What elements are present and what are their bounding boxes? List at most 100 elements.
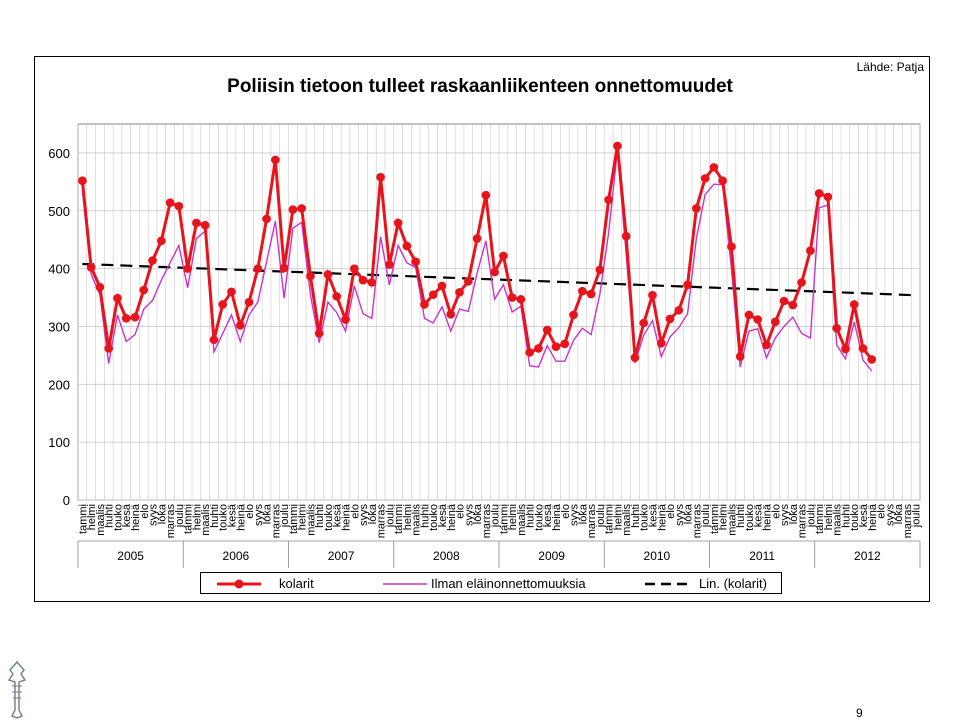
legend-swatch-kolarit xyxy=(217,579,261,589)
data-point-kolarit xyxy=(700,174,710,183)
data-point-kolarit xyxy=(464,277,473,286)
data-point-kolarit xyxy=(104,344,113,353)
x-tick-label-month: loka xyxy=(788,503,800,524)
x-tick-label-month: helmi xyxy=(507,504,519,530)
data-point-kolarit xyxy=(718,176,727,185)
data-point-kolarit xyxy=(78,176,87,185)
x-tick-label-month: elo xyxy=(770,504,782,519)
data-point-kolarit xyxy=(692,204,701,213)
data-point-kolarit xyxy=(95,282,105,292)
x-tick-label-month: joulu xyxy=(384,504,396,528)
y-tick-label: 0 xyxy=(63,493,70,508)
year-label: 2007 xyxy=(328,549,355,563)
x-tick-label-month: syys xyxy=(358,504,370,527)
data-point-kolarit xyxy=(727,242,736,251)
y-tick-label: 600 xyxy=(48,146,70,161)
data-point-kolarit xyxy=(472,234,482,243)
x-tick-label-month: heinä xyxy=(341,503,353,531)
data-point-kolarit xyxy=(244,297,254,307)
x-tick-label-month: huhti xyxy=(104,504,116,528)
legend-label-ilman: Ilman eläinonnettomuuksia xyxy=(431,576,586,591)
x-tick-label-month: kesä xyxy=(753,503,765,527)
data-point-kolarit xyxy=(709,163,719,172)
x-tick-label-month: marras xyxy=(376,504,388,539)
chart-title: Poliisin tietoon tulleet raskaanliikente… xyxy=(227,76,733,97)
data-point-kolarit xyxy=(86,263,96,272)
x-tick-label-month: touko xyxy=(323,504,335,531)
x-tick-label-month: huhti xyxy=(419,504,431,528)
x-tick-label-month: helmi xyxy=(823,504,835,530)
x-tick-label-month: kesä xyxy=(226,503,238,527)
x-tick-label-month: heinä xyxy=(762,503,774,531)
year-label: 2006 xyxy=(223,549,250,563)
data-point-kolarit xyxy=(630,353,640,362)
x-tick-label-month: touko xyxy=(112,504,124,531)
data-point-kolarit xyxy=(209,335,219,345)
legend-label-kolarit: kolarit xyxy=(279,576,314,591)
x-tick-label-month: joulu xyxy=(174,504,186,528)
x-tick-label-month: kesä xyxy=(647,503,659,527)
police-logo-icon xyxy=(7,660,27,719)
x-tick-label-month: loka xyxy=(683,503,695,524)
data-point-kolarit xyxy=(200,220,210,230)
chart-legend: kolarit Ilman eläinonnettomuuksia Lin. (… xyxy=(200,572,782,594)
data-point-kolarit xyxy=(674,305,684,315)
x-tick-label-month: syys xyxy=(884,504,896,527)
data-point-kolarit xyxy=(656,338,666,348)
x-tick-label-month: heinä xyxy=(656,503,668,531)
data-point-kolarit xyxy=(314,329,324,338)
x-tick-label-month: helmi xyxy=(612,504,624,530)
data-point-kolarit xyxy=(744,310,754,320)
x-tick-label-month: loka xyxy=(156,503,168,524)
data-point-kolarit xyxy=(227,287,236,297)
x-tick-label-month: huhti xyxy=(314,504,326,528)
data-point-kolarit xyxy=(183,264,192,273)
x-tick-label-month: joulu xyxy=(805,504,817,528)
year-label: 2010 xyxy=(644,549,671,563)
data-point-kolarit xyxy=(481,190,491,200)
data-point-kolarit xyxy=(569,310,578,320)
legend-item-trend: Lin. (kolarit) xyxy=(641,575,781,593)
x-tick-label-month: elo xyxy=(455,504,467,519)
x-tick-label-month: elo xyxy=(139,504,151,519)
x-tick-label-month: heinä xyxy=(867,503,879,531)
data-point-kolarit xyxy=(788,300,798,310)
x-tick-label-month: syys xyxy=(569,504,581,527)
data-point-kolarit xyxy=(525,348,534,357)
x-tick-label-month: touko xyxy=(639,504,651,531)
x-tick-label-month: elo xyxy=(244,504,256,519)
data-point-kolarit xyxy=(648,290,657,300)
data-point-kolarit xyxy=(165,198,175,207)
data-point-kolarit xyxy=(455,288,464,297)
legend-item-kolarit: kolarit xyxy=(209,575,369,593)
data-point-kolarit xyxy=(358,275,368,285)
x-tick-label-month: loka xyxy=(262,503,274,524)
x-tick-label-month: huhti xyxy=(735,504,747,528)
x-tick-label-month: marras xyxy=(691,504,703,539)
x-tick-label-month: maalis xyxy=(516,504,528,536)
x-tick-label-month: marras xyxy=(902,504,914,539)
x-tick-label-month: huhti xyxy=(630,504,642,528)
x-tick-label-month: loka xyxy=(893,503,905,524)
data-point-kolarit xyxy=(446,310,456,319)
x-tick-label-month: helmi xyxy=(191,504,203,530)
x-tick-label-month: helmi xyxy=(402,504,414,530)
data-point-kolarit xyxy=(121,314,131,323)
x-tick-label-month: helmi xyxy=(718,504,730,530)
data-point-kolarit xyxy=(148,256,157,265)
data-point-kolarit xyxy=(586,289,596,299)
x-tick-label-month: syys xyxy=(253,504,265,527)
x-tick-label-month: loka xyxy=(472,503,484,524)
x-tick-label-month: maalis xyxy=(621,504,633,536)
x-tick-label-month: tammi xyxy=(183,504,195,534)
data-point-kolarit xyxy=(499,251,508,261)
data-point-kolarit xyxy=(411,257,420,266)
page-number: 9 xyxy=(856,706,863,720)
year-label: 2012 xyxy=(854,549,881,563)
x-tick-label-month: tammi xyxy=(288,504,300,534)
data-point-kolarit xyxy=(253,264,263,273)
x-tick-label-month: syys xyxy=(463,504,475,527)
legend-item-ilman: Ilman eläinonnettomuuksia xyxy=(379,575,619,593)
data-point-kolarit xyxy=(192,218,201,228)
x-tick-label-month: helmi xyxy=(86,504,98,530)
